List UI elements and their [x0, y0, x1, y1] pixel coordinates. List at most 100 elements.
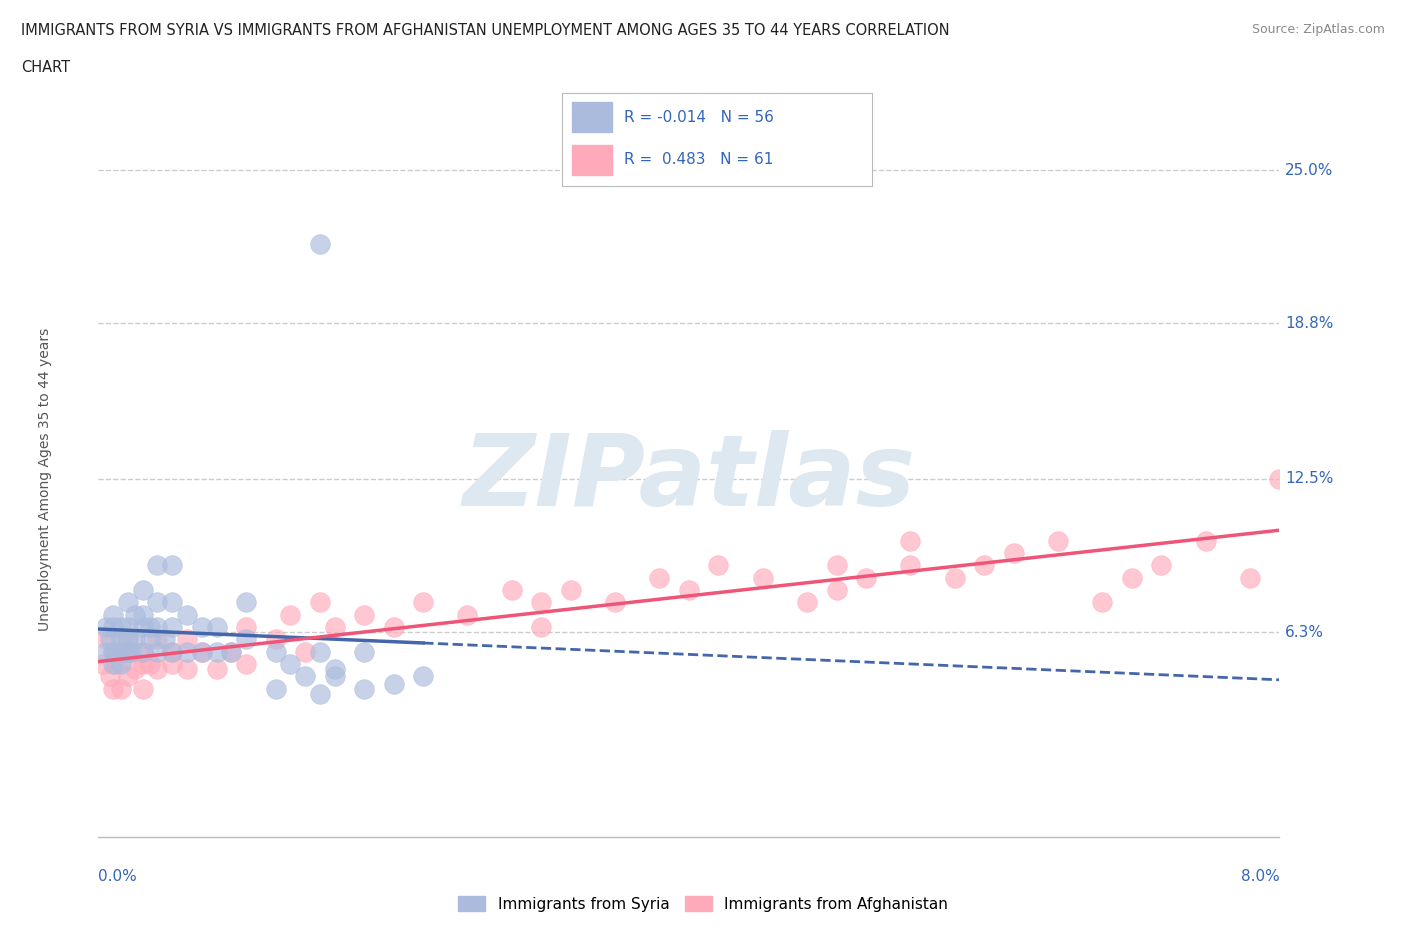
Point	[412, 595, 434, 610]
Point	[825, 558, 848, 573]
Point	[530, 595, 553, 610]
Point	[1046, 533, 1069, 548]
Point	[278, 607, 301, 622]
Point	[855, 570, 877, 585]
Point	[205, 661, 228, 676]
Bar	[572, 102, 612, 132]
Point	[146, 632, 169, 647]
Point	[114, 644, 136, 659]
Point	[219, 644, 242, 659]
Point	[110, 644, 132, 659]
Point	[353, 644, 375, 659]
Point	[530, 619, 553, 634]
Point	[124, 661, 146, 676]
Point	[132, 644, 155, 659]
Text: CHART: CHART	[21, 60, 70, 75]
Point	[110, 657, 132, 671]
Point	[235, 619, 257, 634]
Point	[1194, 533, 1216, 548]
Point	[308, 595, 332, 610]
Point	[146, 595, 169, 610]
Point	[124, 632, 146, 647]
Point	[235, 632, 257, 647]
Point	[648, 570, 671, 585]
Point	[560, 582, 582, 597]
Point	[323, 669, 346, 684]
Point	[605, 595, 627, 610]
Point	[103, 682, 124, 697]
Point	[98, 632, 121, 647]
Point	[117, 644, 139, 659]
Point	[91, 657, 114, 671]
Point	[308, 686, 332, 701]
Point	[235, 657, 257, 671]
Text: 8.0%: 8.0%	[1240, 870, 1279, 884]
Point	[294, 669, 316, 684]
Point	[162, 558, 183, 573]
Point	[456, 607, 478, 622]
Point	[139, 632, 162, 647]
Point	[176, 607, 198, 622]
Point	[146, 644, 169, 659]
Point	[124, 607, 146, 622]
Point	[162, 595, 183, 610]
Text: 6.3%: 6.3%	[1285, 625, 1324, 640]
Point	[117, 595, 139, 610]
Point	[94, 619, 117, 634]
Point	[132, 644, 155, 659]
Point	[117, 644, 139, 659]
Point	[94, 632, 117, 647]
Text: 0.0%: 0.0%	[98, 870, 138, 884]
Point	[898, 558, 921, 573]
Point	[103, 644, 124, 659]
Point	[1091, 595, 1114, 610]
Point	[105, 657, 128, 671]
Point	[973, 558, 995, 573]
Point	[308, 237, 332, 252]
Point	[146, 661, 169, 676]
Point	[205, 644, 228, 659]
Point	[153, 632, 176, 647]
Point	[110, 619, 132, 634]
Text: 12.5%: 12.5%	[1285, 472, 1334, 486]
Text: ZIPatlas: ZIPatlas	[463, 431, 915, 527]
Point	[110, 682, 132, 697]
Point	[353, 607, 375, 622]
Point	[943, 570, 966, 585]
Point	[132, 657, 155, 671]
Text: IMMIGRANTS FROM SYRIA VS IMMIGRANTS FROM AFGHANISTAN UNEMPLOYMENT AMONG AGES 35 : IMMIGRANTS FROM SYRIA VS IMMIGRANTS FROM…	[21, 23, 949, 38]
Point	[110, 632, 132, 647]
Point	[103, 619, 124, 634]
Point	[94, 644, 117, 659]
Point	[1002, 546, 1025, 561]
Point	[278, 657, 301, 671]
Text: 25.0%: 25.0%	[1285, 163, 1334, 178]
Point	[162, 644, 183, 659]
Point	[132, 619, 155, 634]
Point	[162, 619, 183, 634]
Point	[1121, 570, 1143, 585]
Point	[117, 632, 139, 647]
Point	[103, 607, 124, 622]
Point	[796, 595, 818, 610]
Point	[117, 619, 139, 634]
Point	[103, 644, 124, 659]
Point	[219, 644, 242, 659]
Point	[308, 644, 332, 659]
Point	[132, 682, 155, 697]
Point	[264, 632, 287, 647]
Point	[1239, 570, 1261, 585]
Point	[176, 661, 198, 676]
Point	[707, 558, 730, 573]
Point	[146, 558, 169, 573]
Point	[191, 644, 214, 659]
Bar	[572, 145, 612, 175]
Point	[132, 582, 155, 597]
Point	[323, 661, 346, 676]
Point	[162, 644, 183, 659]
Point	[146, 619, 169, 634]
Point	[162, 657, 183, 671]
Point	[117, 669, 139, 684]
Point	[382, 619, 405, 634]
Point	[132, 607, 155, 622]
